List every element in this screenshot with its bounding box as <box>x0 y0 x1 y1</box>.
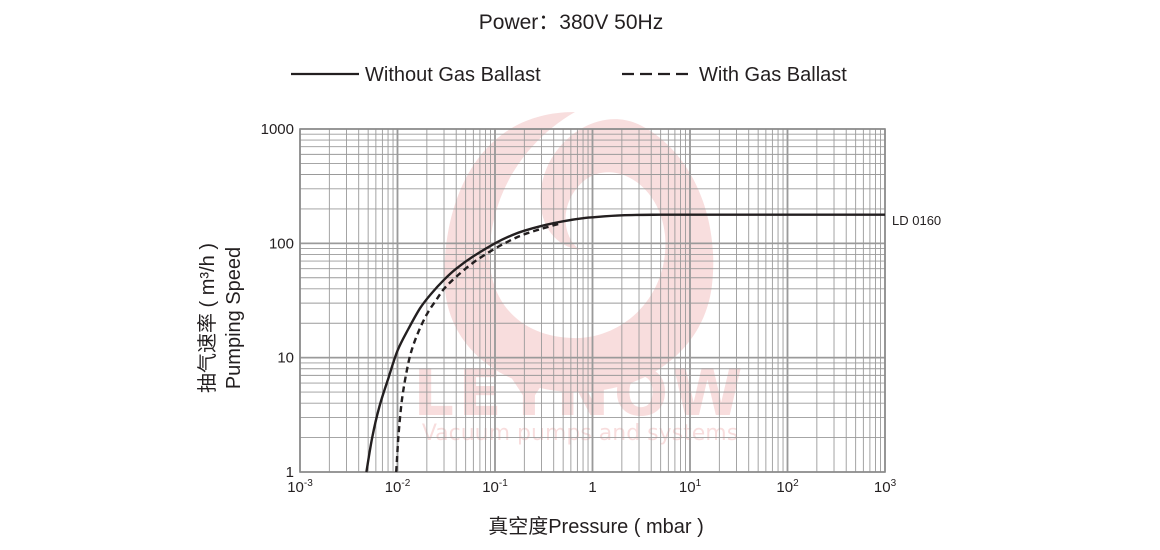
y-axis-title-cn: 抽气速率 ( m³/h ) <box>196 243 219 393</box>
y-axis-title-en: Pumping Speed <box>223 247 245 389</box>
x-tick-label: 103 <box>874 478 897 496</box>
brand-watermark: LEYNOW Vacuum pumps and systems <box>413 112 746 446</box>
axis-ticks: 10-3 10-2 10-1 1 101 102 103 1 10 100 1000 <box>261 121 897 496</box>
x-tick-label: 10-1 <box>482 478 508 496</box>
x-axis-title: 真空度Pressure ( mbar ) <box>488 515 704 538</box>
y-tick-label: 1000 <box>261 121 294 138</box>
watermark-brand: LEYNOW <box>413 357 746 431</box>
legend-label-without-gas-ballast: Without Gas Ballast <box>365 64 541 86</box>
grid <box>299 128 886 473</box>
x-tick-label: 1 <box>588 479 596 496</box>
y-tick-label: 100 <box>269 235 294 252</box>
series-end-label: LD 0160 <box>892 213 941 228</box>
x-tick-label: 10-2 <box>385 478 411 496</box>
legend-label-with-gas-ballast: With Gas Ballast <box>699 64 847 86</box>
plot-frame <box>299 128 886 473</box>
series-without-gas-ballast-line <box>365 213 885 473</box>
series <box>365 213 885 473</box>
y-tick-label: 1 <box>286 464 294 481</box>
x-tick-label: 102 <box>776 478 799 496</box>
y-tick-label: 10 <box>277 350 294 367</box>
series-with-gas-ballast-line <box>395 222 560 473</box>
x-tick-label: 101 <box>679 478 702 496</box>
x-tick-label: 10-3 <box>287 478 313 496</box>
watermark-logo-icon <box>444 112 714 393</box>
chart-title: Power：380V 50Hz <box>479 11 663 34</box>
legend: Without Gas Ballast With Gas Ballast <box>291 64 847 86</box>
